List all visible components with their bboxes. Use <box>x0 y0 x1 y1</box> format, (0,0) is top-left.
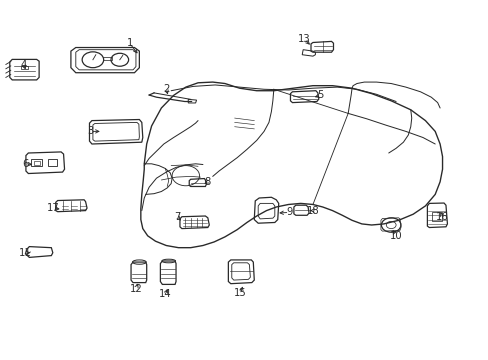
Text: 3: 3 <box>87 126 93 136</box>
Text: 7: 7 <box>173 212 180 222</box>
Text: 15: 15 <box>234 288 246 298</box>
Text: 18: 18 <box>306 206 319 216</box>
Text: 16: 16 <box>435 212 448 222</box>
Text: 2: 2 <box>163 84 169 94</box>
Text: 13: 13 <box>297 34 310 44</box>
Text: 4: 4 <box>20 60 26 70</box>
Text: 8: 8 <box>204 177 210 187</box>
Text: 1: 1 <box>126 38 133 48</box>
Text: 17: 17 <box>46 203 59 213</box>
Text: 14: 14 <box>159 289 171 300</box>
Text: 12: 12 <box>129 284 142 294</box>
Text: 6: 6 <box>22 159 29 169</box>
Text: 10: 10 <box>389 231 402 241</box>
Text: 9: 9 <box>285 207 292 217</box>
Text: 5: 5 <box>316 90 323 100</box>
Text: 11: 11 <box>19 248 32 258</box>
